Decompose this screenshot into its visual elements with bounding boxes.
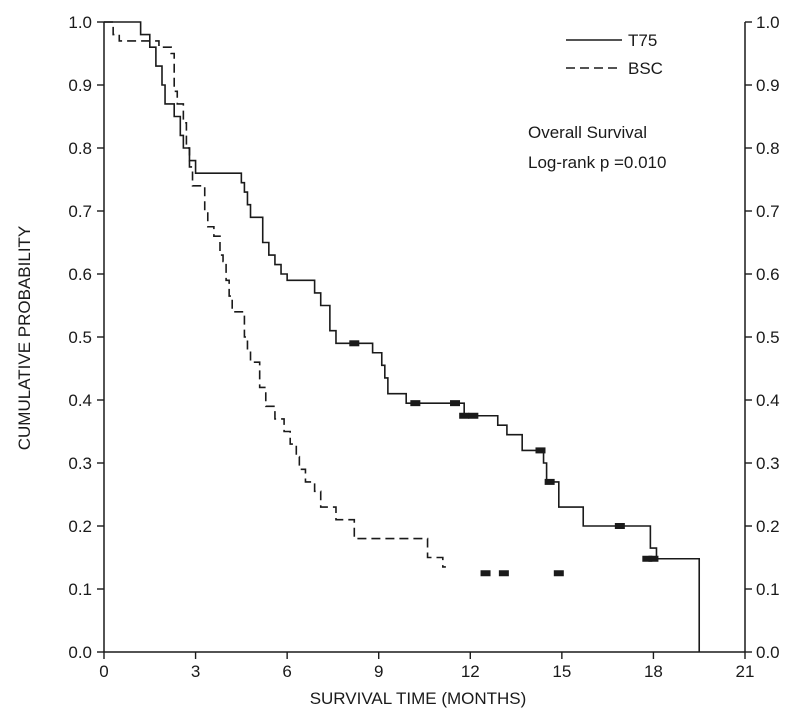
x-tick-label: 18 — [644, 662, 663, 681]
censor-mark-t75 — [535, 447, 546, 454]
censor-mark-bsc — [498, 570, 509, 577]
censor-mark-t75 — [410, 400, 421, 407]
x-axis: 0 3 6 9 12 15 18 21 — [99, 652, 754, 681]
y-tick-right-label: 0.8 — [756, 139, 780, 158]
y-tick-left-label: 0.5 — [68, 328, 92, 347]
x-tick-label: 6 — [282, 662, 291, 681]
y-axis-left: 0.0 0.1 0.2 0.3 0.4 0.5 0.6 0.7 0.8 0.9 1.0 — [68, 13, 104, 662]
y-tick-left-label: 0.3 — [68, 454, 92, 473]
y-tick-right-label: 0.4 — [756, 391, 780, 410]
y-tick-left-label: 0.1 — [68, 580, 92, 599]
y-tick-right-label: 0.2 — [756, 517, 780, 536]
y-axis-right: 0.0 0.1 0.2 0.3 0.4 0.5 0.6 0.7 0.8 0.9 1.0 — [745, 13, 780, 662]
censor-mark-t75 — [642, 555, 653, 562]
censor-mark-bsc — [553, 570, 564, 577]
y-tick-right-label: 0.7 — [756, 202, 780, 221]
y-tick-right-label: 0.9 — [756, 76, 780, 95]
legend: T75 BSC — [566, 31, 663, 78]
censor-mark-t75 — [450, 400, 461, 407]
y-tick-left-label: 0.2 — [68, 517, 92, 536]
x-tick-label: 0 — [99, 662, 108, 681]
censor-mark-t75 — [648, 555, 659, 562]
x-axis-label: SURVIVAL TIME (MONTHS) — [310, 689, 527, 708]
y-tick-right-label: 0.0 — [756, 643, 780, 662]
y-tick-left-label: 0.7 — [68, 202, 92, 221]
y-tick-right-label: 0.3 — [756, 454, 780, 473]
x-tick-label: 9 — [374, 662, 383, 681]
series-layer — [104, 21, 701, 652]
y-tick-right-label: 0.6 — [756, 265, 780, 284]
y-axis-label: CUMULATIVE PROBABILITY — [15, 226, 34, 451]
x-tick-label: 3 — [191, 662, 200, 681]
annotation-pvalue: Log-rank p =0.010 — [528, 153, 666, 172]
y-tick-left-label: 0.9 — [68, 76, 92, 95]
y-tick-right-label: 0.1 — [756, 580, 780, 599]
series-line-bsc — [104, 21, 446, 568]
legend-label-bsc: BSC — [628, 59, 663, 78]
x-tick-label: 12 — [461, 662, 480, 681]
series-line-t75 — [104, 21, 701, 652]
annotation-title: Overall Survival — [528, 123, 647, 142]
y-tick-left-label: 0.8 — [68, 139, 92, 158]
censor-mark-t75 — [544, 478, 555, 485]
x-tick-label: 15 — [552, 662, 571, 681]
y-tick-left-label: 0.6 — [68, 265, 92, 284]
legend-label-t75: T75 — [628, 31, 657, 50]
y-tick-right-label: 1.0 — [756, 13, 780, 32]
x-tick-label: 21 — [736, 662, 755, 681]
censor-mark-t75 — [349, 340, 360, 347]
censor-mark-t75 — [459, 412, 470, 419]
censor-mark-t75 — [614, 523, 625, 529]
censor-mark-bsc — [480, 570, 491, 577]
y-tick-left-label: 0.4 — [68, 391, 92, 410]
y-tick-left-label: 0.0 — [68, 643, 92, 662]
y-tick-right-label: 0.5 — [756, 328, 780, 347]
y-tick-left-label: 1.0 — [68, 13, 92, 32]
censor-mark-t75 — [468, 412, 479, 419]
